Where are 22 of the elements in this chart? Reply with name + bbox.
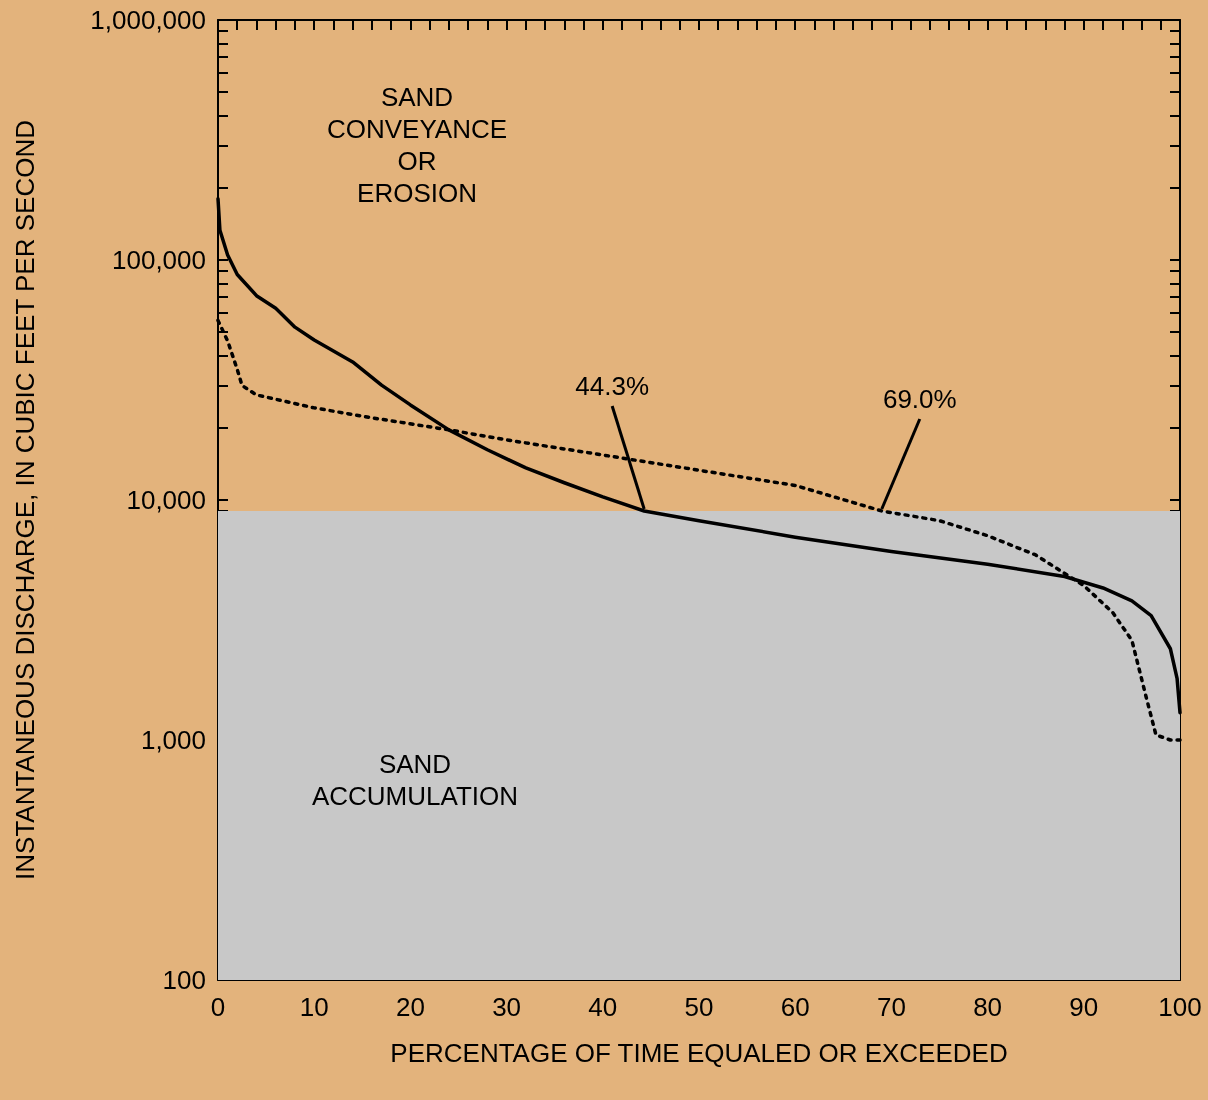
y-tick-label: 10,000 (126, 485, 206, 515)
x-tick-label: 60 (780, 992, 810, 1022)
x-tick-label: 10 (299, 992, 329, 1022)
y-tick-label: 100,000 (112, 245, 206, 275)
annotation: SAND CONVEYANCE OR EROSION (326, 82, 508, 208)
y-tick-label: 1,000 (140, 725, 206, 755)
x-axis-title: PERCENTAGE OF TIME EQUALED OR EXCEEDED (390, 1038, 1008, 1068)
x-tick-label: 90 (1069, 992, 1099, 1022)
x-tick-label: 100 (1158, 992, 1202, 1022)
y-tick-label: 1,000,000 (90, 5, 206, 35)
annotation: 69.0% (882, 383, 957, 414)
x-tick-label: 40 (588, 992, 618, 1022)
x-tick-label: 80 (973, 992, 1003, 1022)
annotation: 44.3% (575, 370, 650, 401)
y-tick-label: 100 (162, 965, 206, 995)
x-tick-label: 30 (492, 992, 522, 1022)
y-axis-title: INSTANTANEOUS DISCHARGE, IN CUBIC FEET PER SECOND (10, 120, 40, 880)
x-tick-label: 50 (684, 992, 714, 1022)
x-tick-label: 70 (876, 992, 906, 1022)
annotation: SAND ACCUMULATION (311, 749, 519, 811)
x-tick-label: 0 (210, 992, 226, 1022)
x-tick-label: 20 (395, 992, 425, 1022)
